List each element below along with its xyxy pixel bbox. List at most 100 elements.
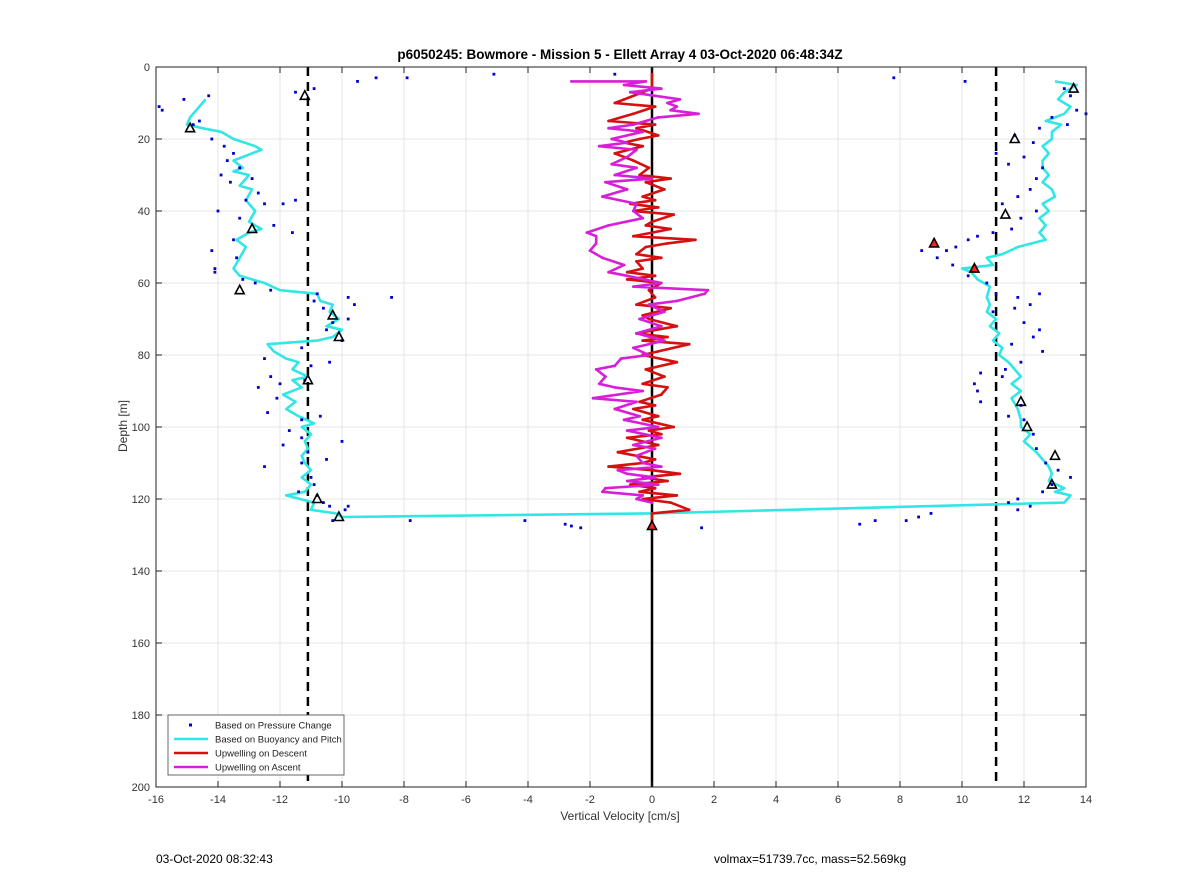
pitch-marker bbox=[333, 510, 345, 522]
series-vertex bbox=[622, 263, 626, 267]
pressure-change-point bbox=[191, 123, 195, 126]
pressure-change-point bbox=[1038, 126, 1041, 130]
series-vertex bbox=[687, 508, 691, 512]
pitch-marker bbox=[1021, 420, 1033, 432]
pressure-change-point bbox=[269, 288, 273, 292]
series-vertex bbox=[638, 137, 641, 141]
series-vertex bbox=[607, 224, 610, 227]
series-vertex bbox=[594, 234, 598, 238]
series-vertex bbox=[619, 357, 623, 360]
pitch-marker bbox=[999, 207, 1012, 219]
series-vertex bbox=[597, 382, 601, 386]
pitch-marker bbox=[302, 373, 314, 385]
series-vertex bbox=[653, 458, 657, 461]
pressure-change-point bbox=[1066, 123, 1069, 126]
series-vertex bbox=[604, 486, 607, 490]
pressure-change-point bbox=[238, 166, 242, 170]
pressure-change-point bbox=[1016, 195, 1020, 198]
series-vertex bbox=[638, 414, 641, 418]
pressure-change-point bbox=[281, 202, 285, 206]
series-vertex bbox=[647, 429, 651, 432]
pressure-change-point bbox=[579, 526, 583, 530]
pressure-change-point bbox=[1010, 342, 1013, 346]
chart-title: p6050245: Bowmore - Mission 5 - Ellett A… bbox=[397, 47, 842, 62]
pressure-change-point bbox=[198, 119, 201, 123]
series-vertex bbox=[628, 90, 632, 94]
series-vertex bbox=[632, 285, 635, 288]
pressure-change-point bbox=[229, 180, 232, 184]
series-vertex bbox=[659, 465, 663, 468]
pressure-change-point bbox=[210, 137, 214, 141]
legend-entry-label: Upwelling on Descent bbox=[215, 749, 307, 760]
series-vertex bbox=[588, 249, 592, 253]
series-vertex bbox=[666, 386, 669, 389]
series-vertex bbox=[663, 310, 666, 314]
series-vertex bbox=[647, 317, 651, 321]
pressure-change-point bbox=[331, 519, 335, 522]
x-tick-label: -14 bbox=[210, 794, 226, 806]
series-vertex bbox=[669, 177, 672, 181]
series-vertex bbox=[663, 339, 666, 342]
pressure-change-point bbox=[1019, 216, 1023, 220]
series-vertex bbox=[672, 213, 676, 217]
pressure-change-point bbox=[340, 440, 344, 443]
pressure-change-point bbox=[1044, 461, 1048, 465]
series-vertex bbox=[616, 450, 620, 454]
pressure-change-point bbox=[904, 519, 908, 522]
series-vertex bbox=[641, 130, 645, 134]
series-vertex bbox=[625, 274, 629, 278]
series-vertex bbox=[638, 490, 641, 494]
series-vertex bbox=[591, 396, 595, 400]
series-vertex bbox=[641, 144, 645, 148]
pressure-change-point bbox=[1031, 141, 1035, 144]
series-vertex bbox=[687, 342, 691, 346]
series-vertex bbox=[635, 497, 638, 501]
pressure-change-point bbox=[1035, 447, 1038, 450]
pressure-change-point bbox=[263, 357, 266, 360]
series-vertex bbox=[613, 152, 617, 155]
pressure-change-point bbox=[210, 249, 214, 252]
pressure-change-point bbox=[1004, 368, 1007, 371]
footer-info: volmax=51739.7cc, mass=52.569kg bbox=[714, 852, 907, 866]
pressure-change-point bbox=[266, 411, 269, 414]
series-vertex bbox=[625, 429, 629, 432]
pressure-change-point bbox=[1031, 335, 1035, 339]
series-vertex bbox=[641, 418, 645, 422]
series-vertex bbox=[666, 242, 669, 245]
series-vertex bbox=[604, 180, 607, 184]
y-tick-label: 160 bbox=[132, 638, 150, 650]
pressure-change-point bbox=[1028, 188, 1032, 191]
pressure-change-point bbox=[297, 490, 300, 494]
series-vertex bbox=[635, 260, 638, 263]
series-vertex bbox=[666, 101, 669, 105]
series-vertex bbox=[653, 94, 657, 98]
x-axis-label: Vertical Velocity [cm/s] bbox=[560, 809, 679, 823]
pressure-change-point bbox=[963, 80, 967, 83]
series-vertex bbox=[641, 314, 645, 317]
series-vertex bbox=[635, 332, 638, 335]
series-vertex bbox=[638, 173, 641, 177]
series-vertex bbox=[632, 112, 635, 116]
legend-box bbox=[167, 714, 345, 776]
pressure-change-point bbox=[232, 152, 235, 155]
series-vertex bbox=[672, 425, 676, 429]
pressure-change-point bbox=[275, 396, 279, 400]
pressure-change-point bbox=[492, 72, 496, 76]
series-vertex bbox=[625, 472, 629, 476]
legend-entry-label: Based on Pressure Change bbox=[215, 721, 332, 732]
pressure-change-point bbox=[232, 238, 235, 242]
series-vertex bbox=[641, 382, 645, 386]
pressure-change-point bbox=[263, 465, 266, 468]
series-vertex bbox=[656, 206, 660, 209]
pressure-change-point bbox=[979, 400, 982, 404]
pressure-change-point bbox=[213, 270, 217, 274]
y-axis-label: Depth [m] bbox=[116, 400, 130, 452]
pressure-change-point bbox=[1016, 497, 1020, 501]
series-vertex bbox=[647, 353, 651, 357]
x-tick-label: -6 bbox=[461, 794, 471, 806]
pitch-marker bbox=[968, 261, 981, 273]
series-vertex bbox=[635, 454, 638, 458]
pressure-change-point bbox=[253, 281, 257, 285]
x-tick-label: -4 bbox=[523, 794, 533, 806]
pressure-change-point bbox=[241, 278, 245, 281]
